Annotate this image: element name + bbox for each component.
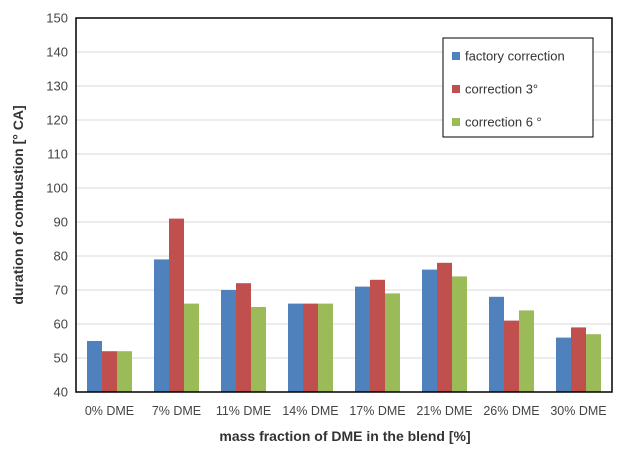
y-tick-label: 60 — [54, 317, 68, 332]
bar — [452, 276, 467, 392]
bar — [556, 337, 571, 392]
bar — [102, 351, 117, 392]
y-tick-label: 100 — [46, 181, 68, 196]
legend-box — [442, 37, 594, 138]
y-tick-label: 130 — [46, 79, 68, 94]
y-tick-label: 90 — [54, 215, 68, 230]
bar — [318, 303, 333, 392]
bar — [236, 283, 251, 392]
y-tick-label: 150 — [46, 11, 68, 26]
x-tick-label: 21% DME — [416, 404, 472, 418]
bar — [586, 334, 601, 392]
x-tick-label: 7% DME — [152, 404, 201, 418]
x-tick-label: 14% DME — [282, 404, 338, 418]
bar — [221, 290, 236, 392]
y-tick-label: 50 — [54, 351, 68, 366]
x-tick-label: 0% DME — [85, 404, 134, 418]
bar — [437, 262, 452, 392]
y-tick-label: 40 — [54, 385, 68, 400]
bar — [504, 320, 519, 392]
y-axis-title: duration of combustion [° CA] — [10, 105, 26, 304]
bar — [422, 269, 437, 392]
legend-swatch — [452, 85, 460, 93]
y-tick-label: 110 — [47, 147, 68, 162]
x-tick-label: 17% DME — [349, 404, 405, 418]
bar — [251, 307, 266, 392]
x-tick-label: 11% DME — [216, 404, 271, 418]
bar — [87, 341, 102, 392]
legend-label: correction 6 ° — [465, 115, 542, 130]
legend-label: correction 3° — [465, 82, 538, 97]
bar — [184, 303, 199, 392]
x-axis-title: mass fraction of DME in the blend [%] — [219, 428, 470, 444]
bar — [489, 296, 504, 392]
bar — [571, 327, 586, 392]
bar — [303, 303, 318, 392]
legend-swatch — [452, 118, 460, 126]
bar — [519, 310, 534, 392]
y-tick-label: 80 — [54, 249, 68, 264]
bar — [385, 293, 400, 392]
x-tick-labels: 0% DME 7% DME 11% DME 14% DME 17% DME 21% DME… — [85, 404, 607, 418]
y-tick-label: 140 — [46, 45, 68, 60]
bar — [154, 259, 169, 392]
legend-swatch — [452, 52, 460, 60]
bar — [288, 303, 303, 392]
y-tick-label: 120 — [46, 113, 68, 128]
bar — [370, 279, 385, 392]
x-tick-label: 26% DME — [483, 404, 539, 418]
y-tick-labels: 40 50 60 70 80 90 100 110 120 130 140 150 — [46, 11, 68, 400]
bar — [117, 351, 132, 392]
plot-area-frame — [75, 17, 613, 393]
legend: factory correction correction 3° correctio… — [442, 37, 594, 138]
y-tick-label: 70 — [54, 283, 68, 298]
bars — [87, 218, 601, 392]
bar — [355, 286, 370, 392]
legend-label: factory correction — [465, 49, 565, 64]
bar — [169, 218, 184, 392]
x-tick-label: 30% DME — [550, 404, 606, 418]
